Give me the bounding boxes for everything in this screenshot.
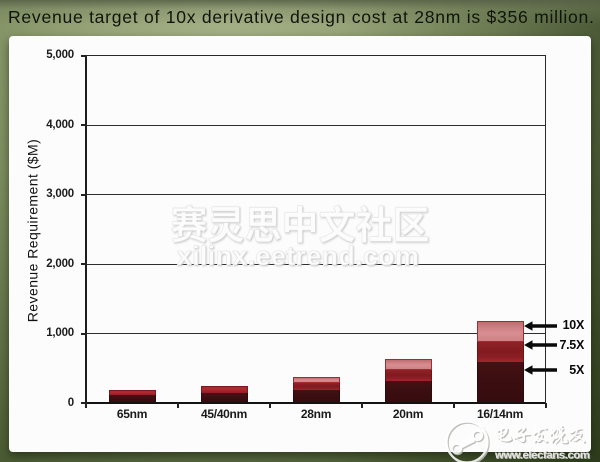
svg-text:www.elecfans.com: www.elecfans.com [494,449,590,461]
svg-text:xilinx.eetrend.com: xilinx.eetrend.com [177,241,419,271]
svg-text:www.elecfans.com: www.elecfans.com [495,450,591,462]
